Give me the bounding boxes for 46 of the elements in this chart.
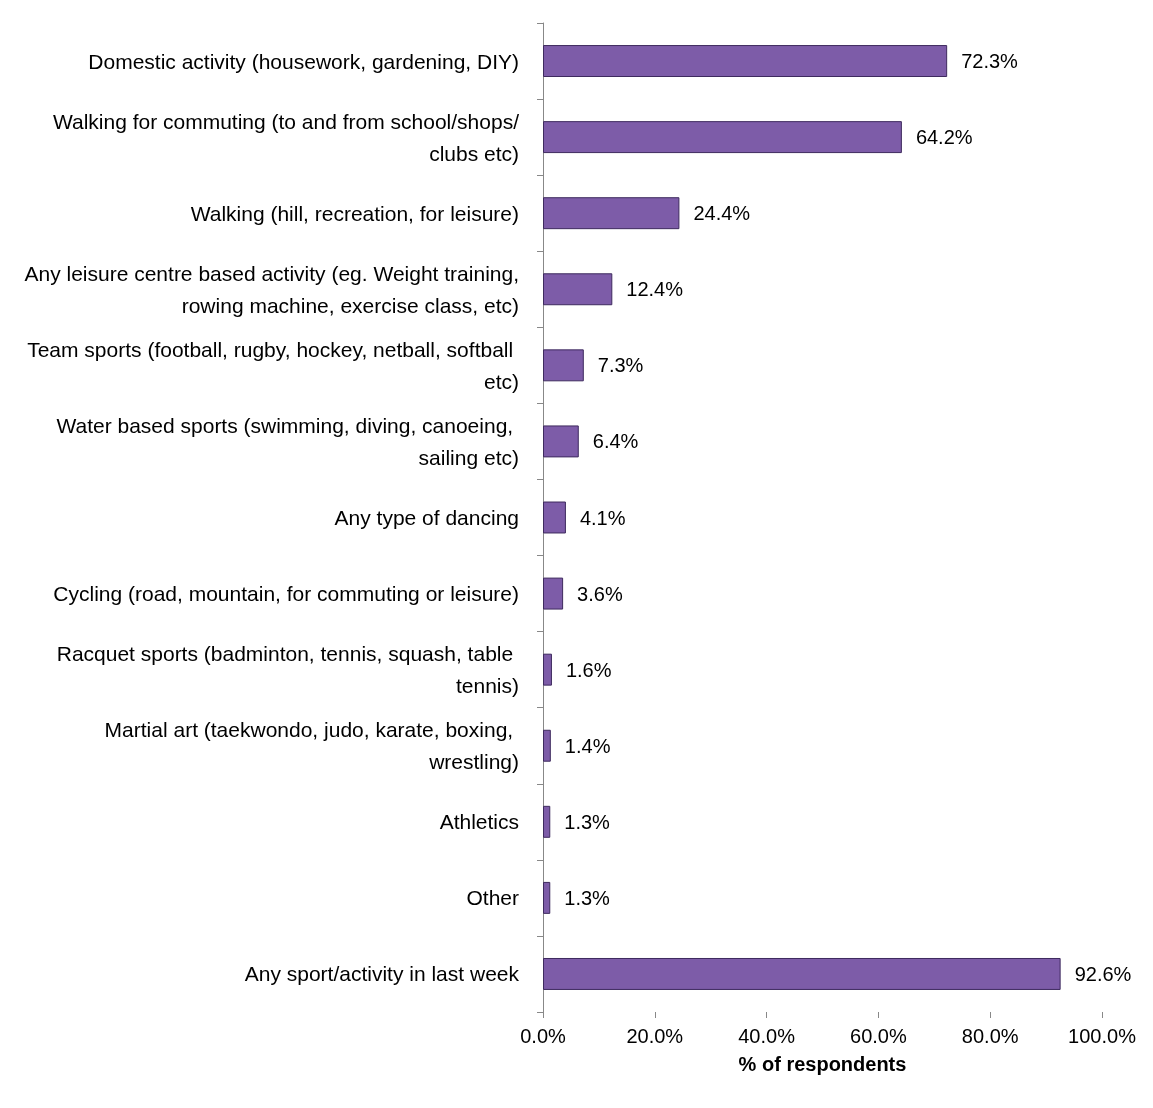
x-tick-label: 60.0%: [850, 1025, 907, 1047]
bar: [543, 881, 551, 914]
x-axis-title: % of respondents: [738, 1053, 907, 1075]
x-tick-label: 100.0%: [1068, 1025, 1137, 1047]
y-tick-label: Water based sports (swimming, diving, canoeing, sailing etc): [56, 413, 519, 469]
bar: [543, 349, 584, 382]
bar: [543, 805, 551, 838]
data-label: 4.1%: [579, 506, 626, 529]
x-tick-label: 0.0%: [520, 1025, 567, 1047]
bar: [543, 121, 902, 154]
bar: [543, 729, 551, 762]
y-tick-label: Any type of dancing: [334, 506, 519, 529]
bar: [543, 577, 564, 610]
bar: [543, 425, 579, 458]
data-label: 12.4%: [626, 278, 684, 301]
y-tick-label: Cycling (road, mountain, for commuting or leisure): [53, 582, 519, 606]
x-tick-label: 80.0%: [961, 1025, 1019, 1047]
y-tick-label: Any leisure centre based activity (eg. Weight training, rowing machine, exercise class, etc): [24, 261, 519, 317]
data-label: 6.4%: [592, 430, 639, 453]
y-tick-label: Walking for commuting (to and from school/shops/clubs etc): [52, 109, 520, 165]
bar: [543, 45, 948, 78]
y-tick-label: Martial art (taekwondo, judo, karate, boxing, wrestling): [104, 718, 519, 774]
bar: [543, 501, 566, 534]
data-label: 1.4%: [564, 734, 611, 757]
data-label: 72.3%: [961, 50, 1019, 73]
y-tick-label: Team sports (football, rugby, hockey, netball, softball etc): [27, 337, 519, 393]
y-tick-label: Walking (hill, recreation, for leisure): [190, 201, 519, 225]
data-label: 1.3%: [564, 810, 611, 833]
y-tick-label: Racquet sports (badminton, tennis, squash, table tennis): [56, 642, 519, 698]
data-label: 1.3%: [564, 886, 611, 909]
bar: [543, 197, 680, 230]
x-tick-label: 20.0%: [626, 1025, 684, 1047]
data-label: 3.6%: [577, 582, 623, 605]
y-tick-label: Athletics: [439, 810, 519, 834]
data-label: 24.4%: [693, 202, 751, 225]
data-label: 92.6%: [1074, 962, 1132, 985]
data-label: 7.3%: [597, 354, 644, 377]
bar: [543, 653, 552, 686]
x-tick-label: 40.0%: [738, 1025, 796, 1047]
bar: [543, 273, 613, 306]
bar: [543, 957, 1061, 990]
y-tick-label: Other: [466, 886, 519, 910]
y-tick-label: Any sport/activity in last week: [244, 962, 520, 986]
y-tick-label: Domestic activity (housework, gardening, DIY): [88, 49, 519, 73]
data-label: 1.6%: [565, 658, 612, 681]
data-label: 64.2%: [915, 126, 973, 149]
